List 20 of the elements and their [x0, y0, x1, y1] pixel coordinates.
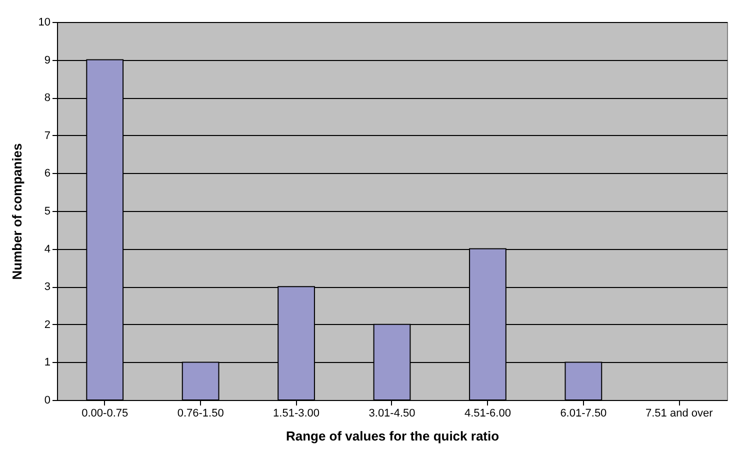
y-tick-label: 10	[38, 16, 50, 28]
x-tick-label: 1.51-3.00	[273, 408, 320, 420]
y-tick-label: 8	[44, 92, 50, 104]
y-axis-title: Number of companies	[9, 143, 24, 280]
y-tick-label: 1	[44, 356, 50, 369]
y-tick-label: 3	[44, 281, 50, 294]
x-axis-title: Range of values for the quick ratio	[286, 428, 500, 444]
x-tick-label: 0.00-0.75	[82, 408, 128, 420]
y-tick-label: 6	[44, 168, 50, 180]
y-tick-label: 0	[44, 394, 50, 406]
x-tick-label: 4.51-6.00	[464, 408, 511, 420]
y-tick-label: 2	[44, 318, 50, 331]
x-tick-label: 3.01-4.50	[368, 408, 416, 420]
y-tick-label: 5	[44, 206, 50, 218]
y-tick-label: 9	[44, 54, 50, 66]
x-tick-label: 6.01-7.50	[560, 408, 607, 420]
x-tick-label: 0.76-1.50	[177, 408, 224, 420]
y-tick-label: 7	[44, 130, 50, 142]
x-tick-label: 7.51 and over	[646, 408, 714, 420]
y-tick-label: 4	[44, 243, 50, 256]
